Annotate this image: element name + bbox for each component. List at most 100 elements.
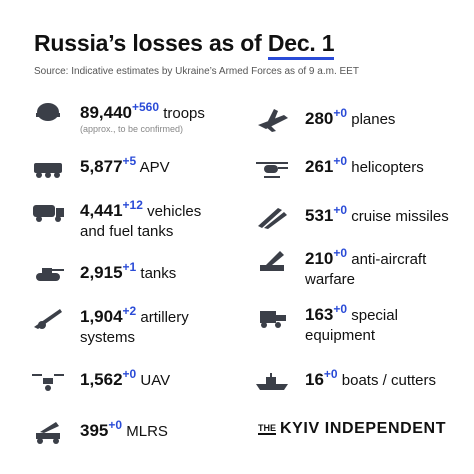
item-number: 5,877 [80, 157, 123, 176]
loss-item: 89,440+560 troops (approx., to be confirm… [80, 100, 205, 135]
icon-shape [260, 265, 284, 271]
icon [36, 422, 60, 444]
item-label: troops [163, 105, 205, 122]
item-label: helicopters [351, 159, 424, 176]
item-line: 16+0 boats / cutters [305, 367, 436, 391]
item-change: +0 [333, 203, 348, 217]
icon [258, 109, 288, 132]
item-number: 16 [305, 370, 324, 389]
title-text: Russia’s losses as of [34, 30, 262, 56]
item-number: 1,904 [80, 307, 123, 326]
icon-shape [258, 115, 288, 129]
icon-shape [36, 113, 60, 117]
item-line: 1,562+0 UAV [80, 367, 170, 391]
item-number: 210 [305, 249, 334, 268]
title: Russia’s losses as of Dec. 1 [34, 30, 335, 60]
icon [256, 373, 288, 390]
item-change: +12 [122, 198, 143, 212]
icon-shape [43, 378, 53, 384]
item-label: tanks [140, 265, 177, 282]
icon-shape [266, 125, 276, 132]
loss-item: 5,877+5 APV [80, 154, 170, 178]
icon [36, 103, 60, 121]
icon-shape [45, 385, 51, 391]
icon-shape [268, 109, 278, 121]
item-change: +0 [323, 367, 338, 381]
icon [33, 205, 64, 222]
icon-shape [266, 251, 284, 265]
item-label: systems [80, 329, 136, 346]
icon-shape [37, 103, 59, 121]
item-change: +0 [333, 154, 348, 168]
item-label: planes [351, 111, 396, 128]
loss-item: 16+0 boats / cutters [305, 367, 436, 391]
item-number: 4,441 [80, 201, 123, 220]
icon-shape [37, 438, 43, 444]
icon-shape [54, 374, 64, 376]
icon-shape [264, 176, 280, 178]
icon-shape [264, 212, 287, 229]
item-line: 1,904+2 artillery [80, 304, 189, 328]
item-number: 531 [305, 206, 334, 225]
icon-shape [266, 377, 276, 384]
item-line: 89,440+560 troops [80, 100, 205, 124]
loss-item: 2,915+1 tanks [80, 260, 177, 284]
item-change: +0 [108, 418, 123, 432]
icon [34, 163, 62, 178]
loss-item: 163+0 special equipment [305, 302, 398, 346]
item-label: anti-aircraft [351, 251, 427, 268]
item-number: 261 [305, 157, 334, 176]
item-number: 163 [305, 305, 334, 324]
loss-item: 210+0 anti-aircraft warfare [305, 246, 427, 290]
icon-shape [275, 322, 281, 328]
icon-shape [256, 384, 288, 390]
item-label: cruise missiles [351, 208, 449, 225]
item-line: 261+0 helicopters [305, 154, 424, 178]
icon [256, 162, 288, 178]
item-line: 4,441+12 vehicles [80, 198, 201, 222]
item-change: +5 [122, 154, 137, 168]
icon [260, 251, 284, 271]
item-label: equipment [305, 327, 376, 344]
icon [32, 374, 64, 391]
icon-shape [260, 311, 276, 323]
icon-shape [53, 438, 59, 444]
item-change: +0 [333, 246, 348, 260]
title-date: Dec. 1 [267, 30, 335, 60]
icon-shape [36, 172, 42, 178]
item-label: warfare [305, 271, 356, 288]
icon [258, 208, 287, 229]
loss-item: 280+0 planes [305, 106, 396, 130]
item-line: 395+0 MLRS [80, 418, 168, 442]
icon-shape [54, 172, 60, 178]
item-line: 210+0 anti-aircraft [305, 246, 427, 270]
icon-shape [45, 172, 51, 178]
icon-shape [36, 216, 42, 222]
item-label: and fuel tanks [80, 223, 174, 240]
loss-item: 1,904+2 artillery systems [80, 304, 189, 348]
item-number: 2,915 [80, 263, 123, 282]
item-line: 2,915+1 tanks [80, 260, 177, 284]
loss-item: 1,562+0 UAV [80, 367, 170, 391]
item-label: MLRS [126, 423, 168, 440]
source: Source: Indicative estimates by Ukraine’… [34, 66, 359, 77]
item-label: APV [139, 159, 170, 176]
item-change: +0 [333, 106, 348, 120]
icon-shape [278, 167, 288, 169]
icon-shape [50, 269, 64, 271]
item-line: 531+0 cruise missiles [305, 203, 449, 227]
item-label: artillery [140, 309, 189, 326]
icon-shape [36, 433, 60, 439]
item-change: +0 [333, 302, 348, 316]
icon-shape [36, 273, 60, 281]
icon [36, 268, 64, 281]
loss-item: 4,441+12 vehicles and fuel tanks [80, 198, 201, 242]
icon-shape [276, 315, 286, 321]
item-number: 89,440 [80, 103, 132, 122]
icon-shape [258, 208, 282, 228]
icon-shape [264, 165, 278, 173]
logo: THE KYIV INDEPENDENT [258, 420, 446, 438]
item-line: 163+0 special [305, 302, 398, 326]
loss-item: 395+0 MLRS [80, 418, 168, 442]
